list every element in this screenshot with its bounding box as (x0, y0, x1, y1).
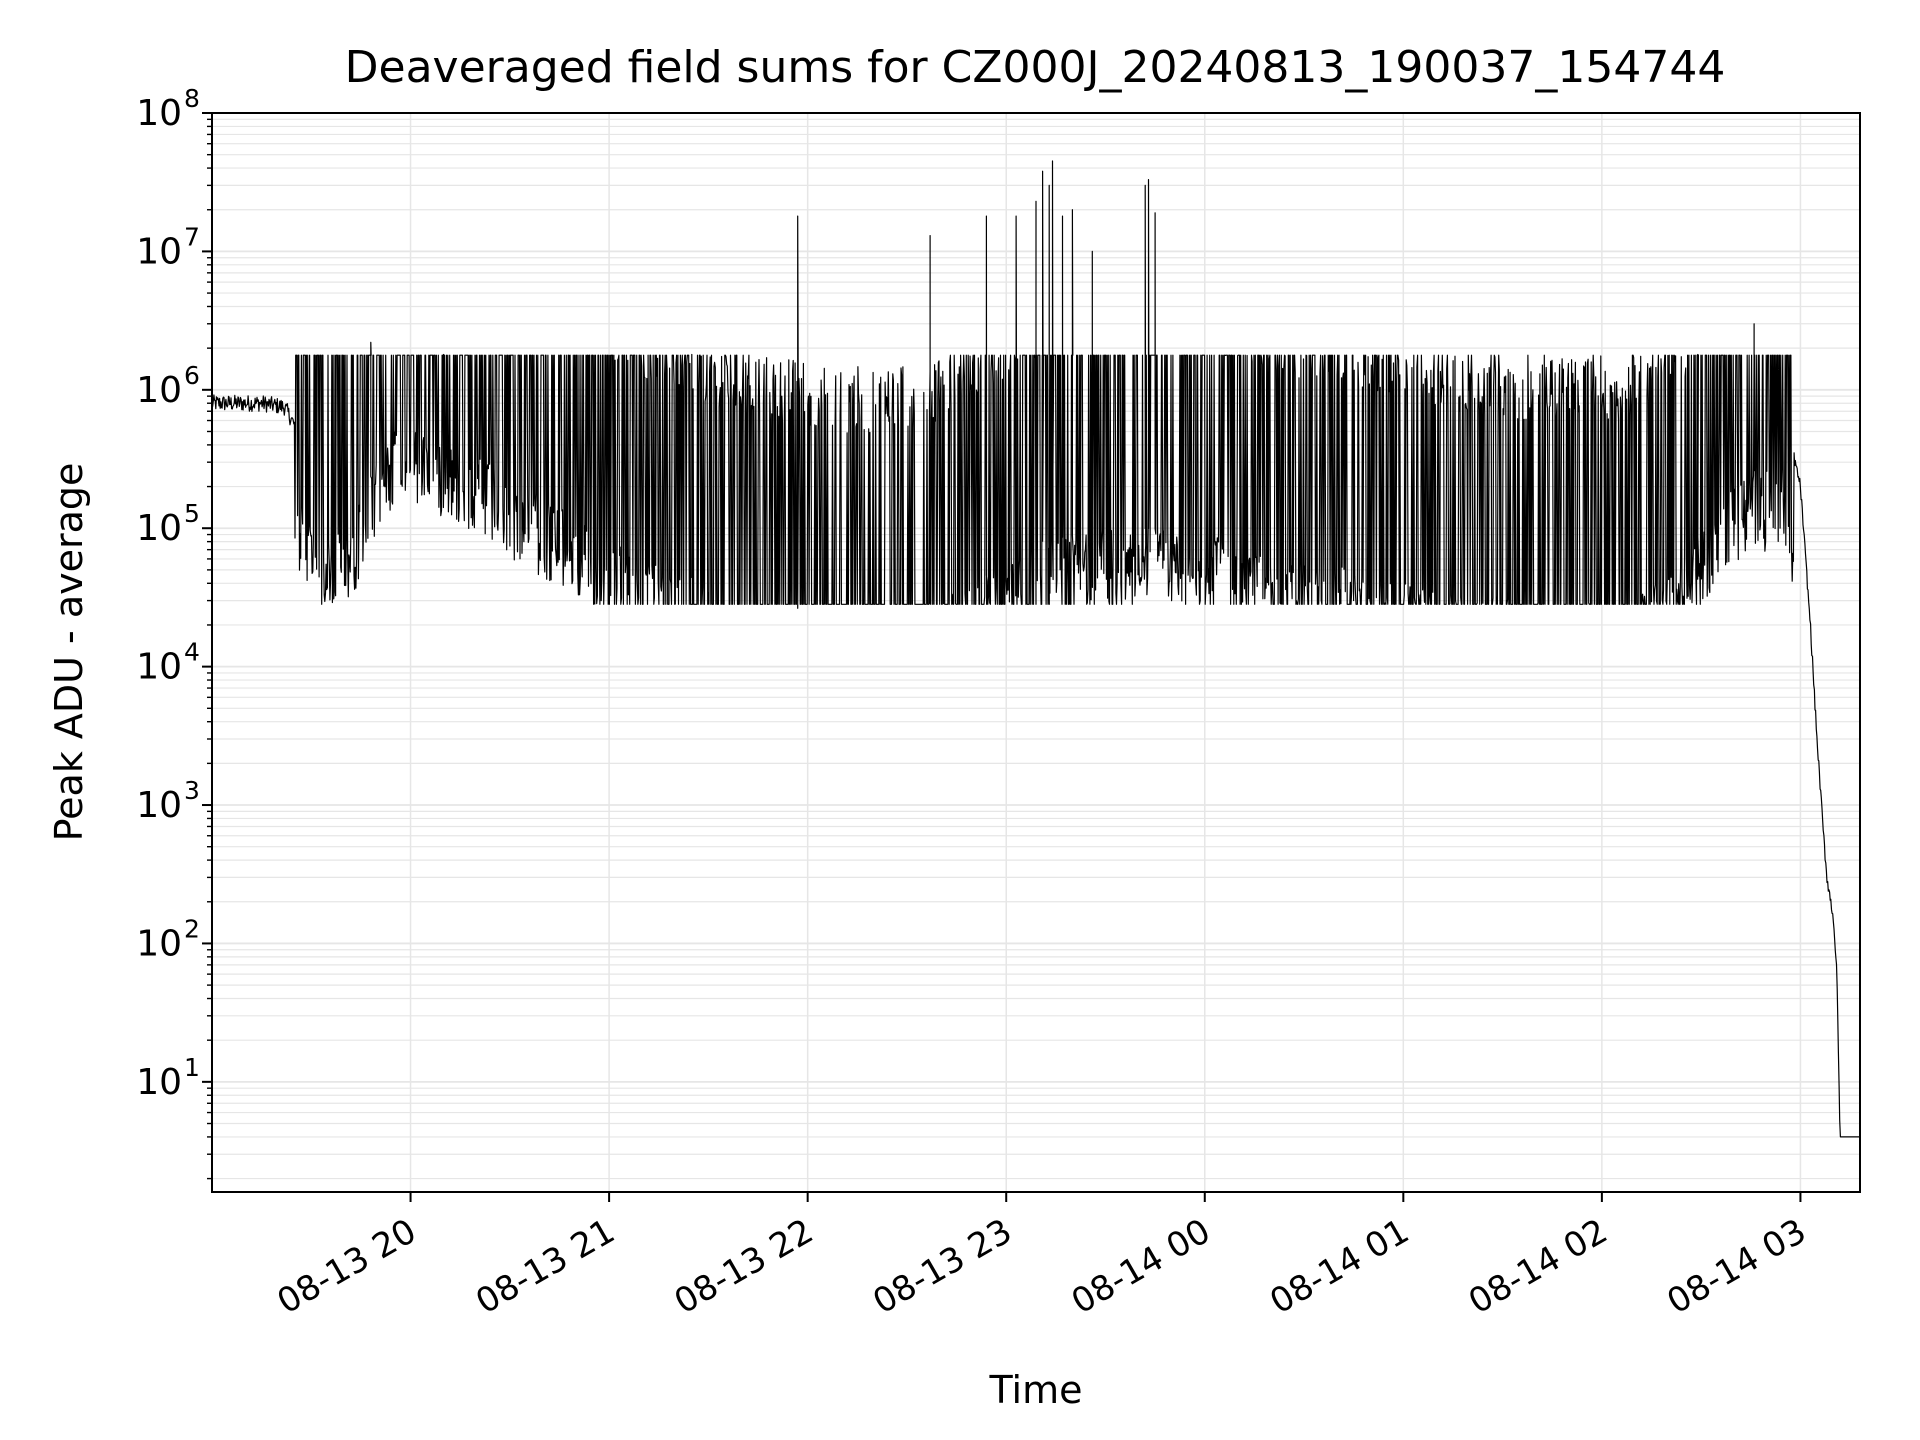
chart-title: Deaveraged field sums for CZ000J_2024081… (345, 42, 1726, 93)
y-tick-exponent: 1 (184, 1053, 200, 1082)
y-tick-label: 10 (136, 923, 182, 964)
series-path (211, 160, 1860, 1138)
y-tick-label: 10 (136, 231, 182, 272)
y-tick-label: 10 (136, 93, 182, 134)
y-tick-label: 10 (136, 370, 182, 411)
plot-area-frame (211, 112, 1861, 1193)
y-tick-label: 10 (136, 647, 182, 688)
y-tick-exponent: 2 (184, 914, 200, 943)
y-tick-label: 10 (136, 1062, 182, 1103)
y-tick-exponent: 4 (184, 638, 200, 667)
y-tick-base: 10 (136, 923, 182, 964)
y-axis-label: Peak ADU - average (47, 463, 91, 842)
grid (212, 112, 1860, 1192)
x-axis-label: Time (989, 1368, 1083, 1412)
y-tick-label: 10 (136, 785, 182, 826)
y-tick-base: 10 (136, 785, 182, 826)
y-tick-exponent: 8 (184, 84, 200, 113)
y-tick-base: 10 (136, 1062, 182, 1103)
y-tick-base: 10 (136, 508, 182, 549)
y-tick-exponent: 7 (184, 222, 200, 251)
y-tick-exponent: 5 (184, 499, 200, 528)
y-tick-base: 10 (136, 93, 182, 134)
y-tick-exponent: 6 (184, 361, 200, 390)
y-tick-base: 10 (136, 647, 182, 688)
y-tick-exponent: 3 (184, 776, 200, 805)
series-line (211, 160, 1860, 1138)
y-tick-base: 10 (136, 231, 182, 272)
y-tick-base: 10 (136, 370, 182, 411)
y-tick-label: 10 (136, 508, 182, 549)
